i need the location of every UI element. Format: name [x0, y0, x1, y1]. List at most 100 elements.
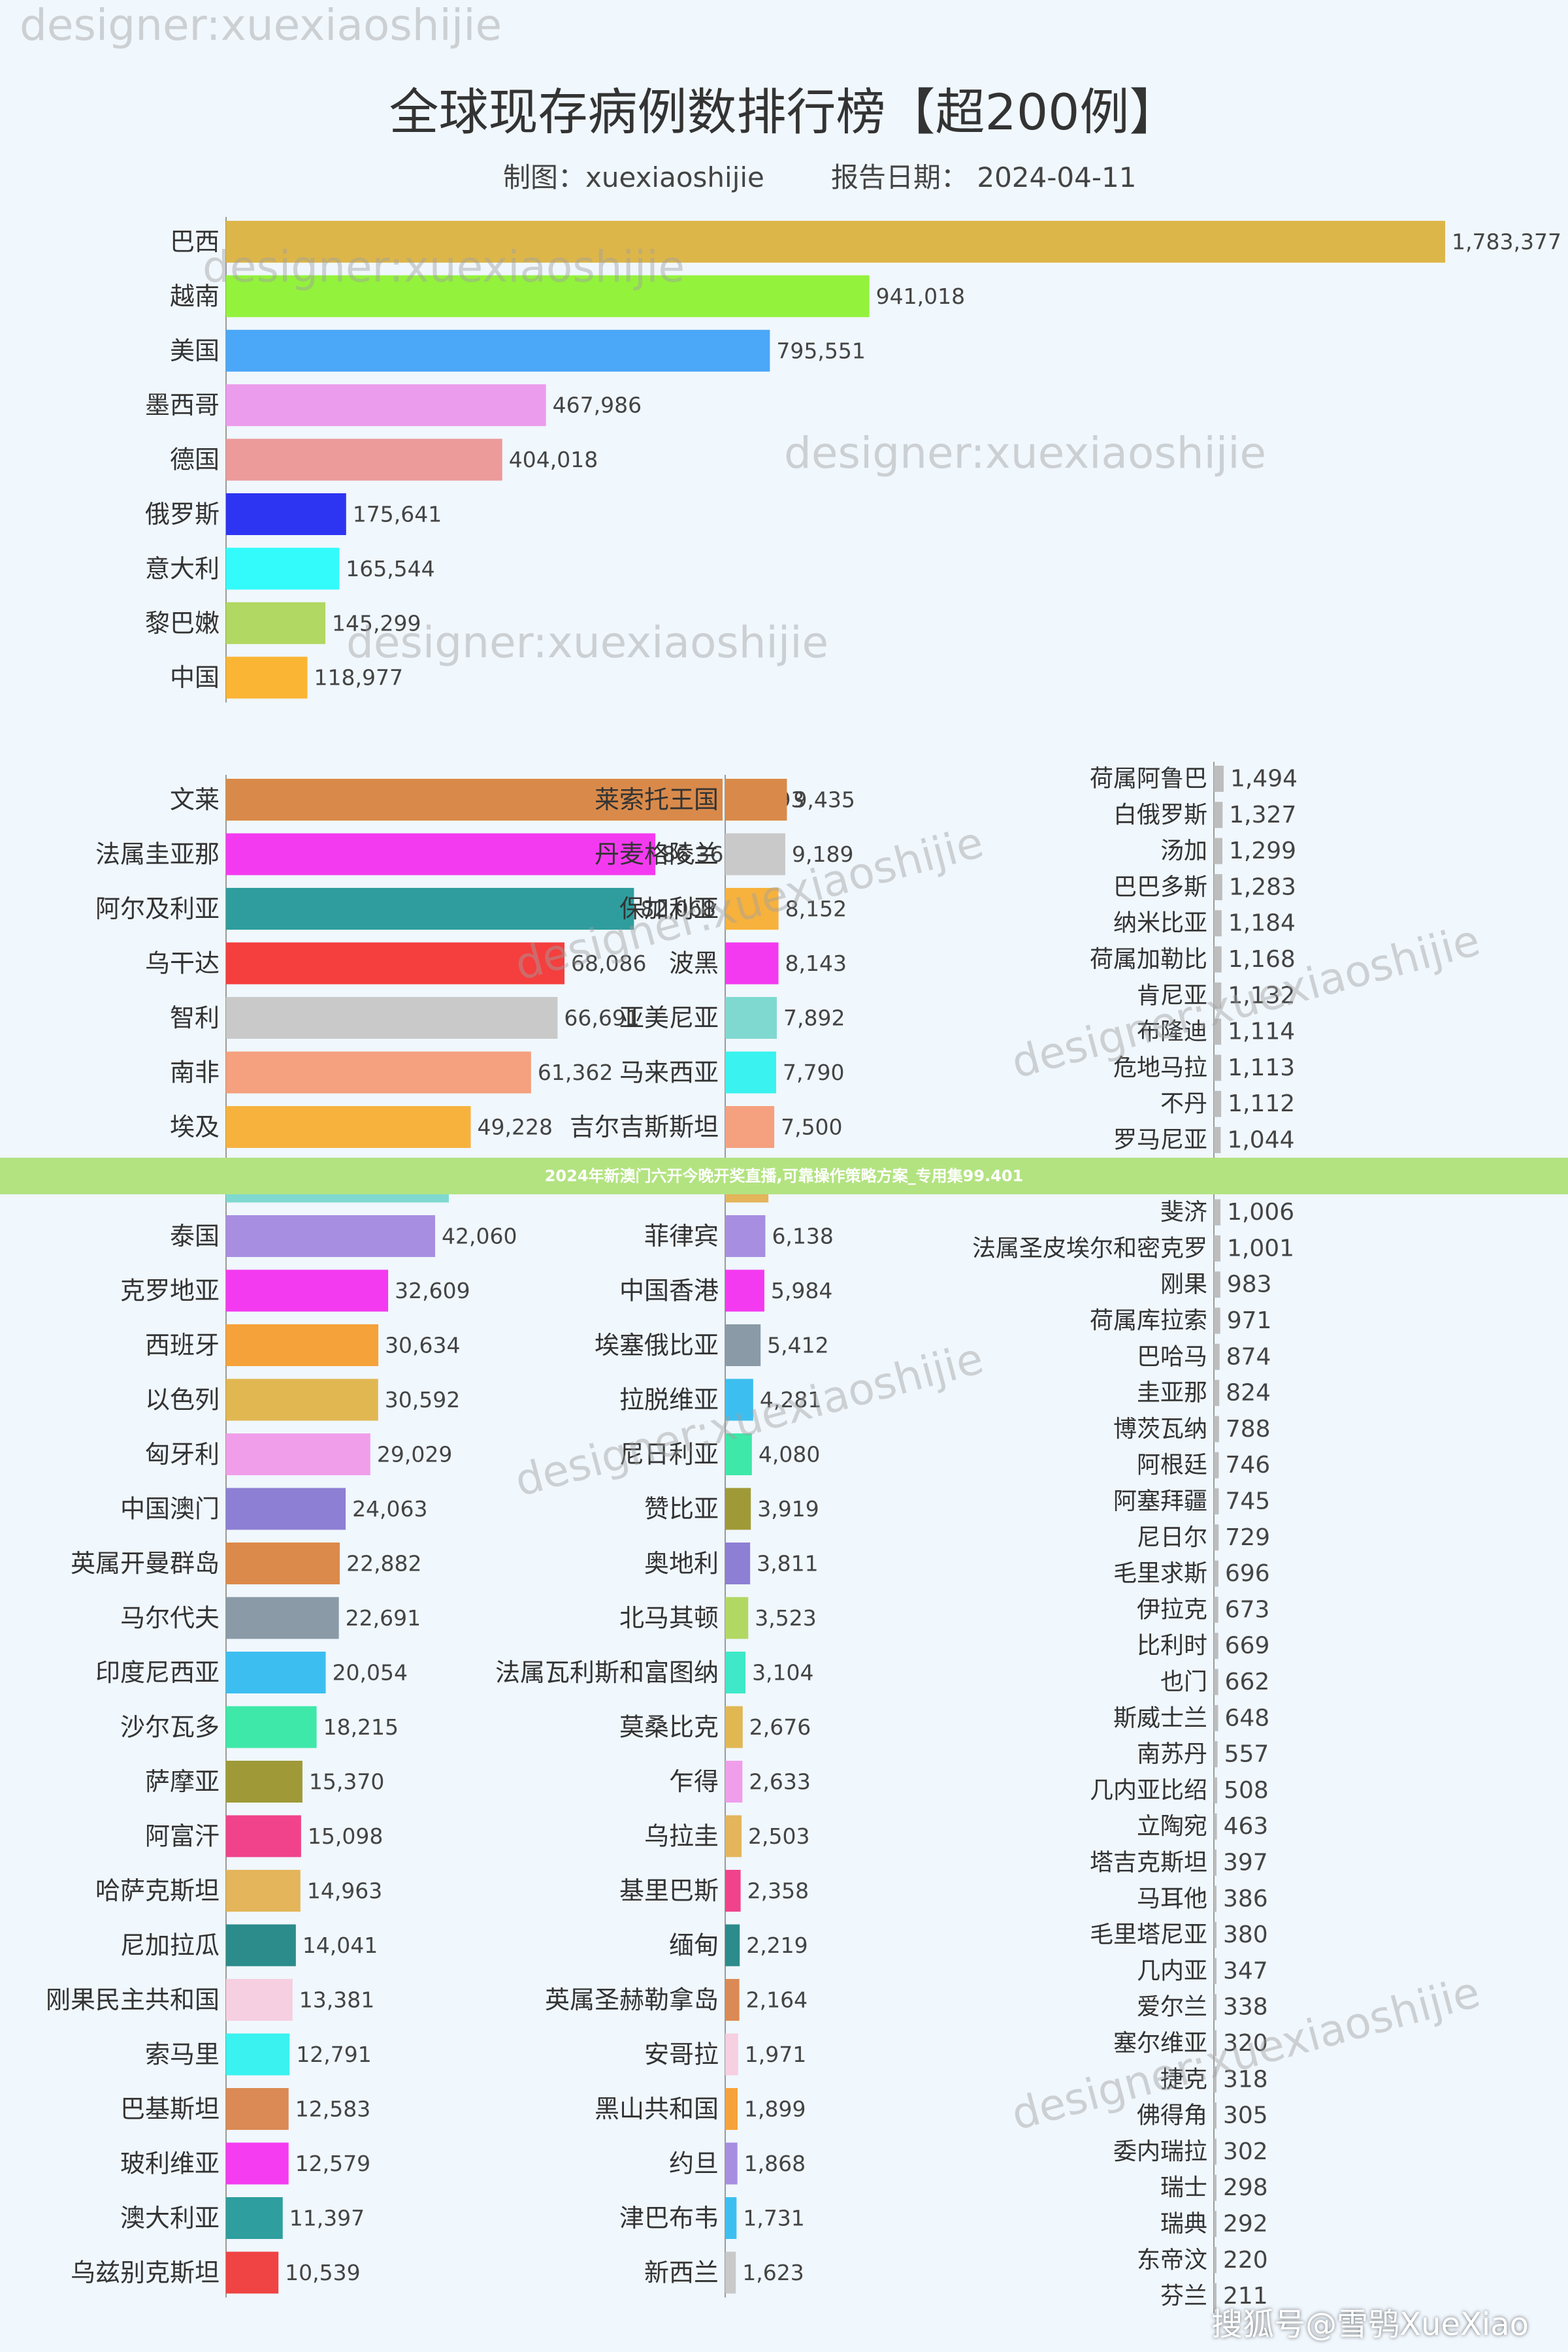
value-label: 7,500: [781, 1115, 842, 1140]
value-label: 15,370: [309, 1769, 384, 1795]
category-label: 沙尔瓦多: [120, 1713, 220, 1742]
category-label: 比利时: [1137, 1633, 1207, 1659]
value-label: 82,068: [640, 896, 715, 922]
category-label: 英属开曼群岛: [71, 1549, 220, 1578]
value-label: 5,984: [771, 1278, 832, 1303]
value-label: 1,044: [1227, 1127, 1294, 1154]
bar: [1214, 1850, 1217, 1876]
category-label: 文莱: [170, 785, 220, 814]
value-label: 673: [1225, 1596, 1270, 1623]
category-label: 捷克: [1160, 2066, 1207, 2093]
category-label: 埃及: [170, 1113, 220, 1141]
category-label: 以色列: [145, 1386, 220, 1414]
category-label: 津巴布韦: [619, 2204, 719, 2232]
category-label: 玻利维亚: [120, 2149, 220, 2178]
value-label: 3,523: [755, 1605, 816, 1631]
bar: [725, 942, 779, 985]
value-label: 320: [1223, 2030, 1268, 2057]
value-label: 12,583: [295, 2097, 370, 2122]
category-label: 巴西: [170, 227, 220, 256]
category-label: 马来西亚: [619, 1058, 719, 1087]
bar: [226, 1761, 302, 1803]
bar: [226, 1051, 531, 1094]
value-label: 298: [1223, 2174, 1268, 2201]
bar: [1214, 1307, 1220, 1334]
value-label: 386: [1223, 1886, 1268, 1912]
category-label: 亚美尼亚: [619, 1004, 719, 1032]
value-label: 669: [1225, 1633, 1270, 1659]
category-label: 拉脱维亚: [619, 1386, 719, 1414]
value-label: 305: [1223, 2102, 1268, 2129]
category-label: 菲律宾: [644, 1222, 719, 1250]
bar: [1214, 1019, 1222, 1045]
bar: [1214, 838, 1223, 864]
value-label: 175,641: [353, 502, 442, 527]
promo-banner[interactable]: 2024年新澳门六开今晚开奖直播,可靠操作策略方案_专用集99.401: [0, 1158, 1568, 1194]
bar: [226, 1706, 317, 1748]
bar: [1214, 1488, 1219, 1514]
category-label: 荷属库拉索: [1090, 1307, 1207, 1334]
value-label: 397: [1223, 1850, 1268, 1876]
value-label: 302: [1223, 2138, 1268, 2165]
value-label: 2,358: [747, 1878, 809, 1904]
value-label: 1,299: [1229, 838, 1296, 864]
category-label: 丹麦格陵兰: [595, 840, 719, 869]
bar: [226, 602, 326, 644]
value-label: 29,029: [377, 1442, 452, 1467]
category-label: 马耳他: [1137, 1886, 1207, 1912]
bar: [1214, 1235, 1221, 1262]
bar: [1214, 874, 1222, 900]
bar: [1214, 1705, 1218, 1731]
category-label: 巴哈马: [1137, 1343, 1207, 1370]
value-label: 745: [1225, 1488, 1270, 1515]
value-label: 983: [1227, 1271, 1272, 1298]
category-label: 黎巴嫩: [145, 609, 220, 638]
bar: [1214, 1127, 1221, 1153]
category-label: 塞尔维亚: [1113, 2030, 1207, 2057]
category-label: 毛里塔尼亚: [1090, 1921, 1207, 1948]
bar: [1214, 1271, 1220, 1298]
category-label: 意大利: [145, 554, 220, 583]
value-label: 8,152: [785, 896, 847, 922]
bar: [1214, 1813, 1217, 1840]
bar: [226, 833, 656, 875]
value-label: 795,551: [776, 338, 865, 363]
category-label: 法属圭亚那: [95, 840, 220, 869]
bar: [1214, 2102, 1217, 2129]
value-label: 15,098: [308, 1823, 383, 1849]
bar: [1214, 1416, 1219, 1443]
value-label: 18,215: [323, 1714, 399, 1740]
category-label: 越南: [170, 282, 220, 310]
category-label: 白俄罗斯: [1113, 802, 1207, 828]
category-label: 乌拉圭: [644, 1822, 719, 1851]
value-label: 1,112: [1228, 1090, 1295, 1117]
category-label: 吉尔吉斯斯坦: [570, 1113, 719, 1141]
bar: [226, 1488, 346, 1530]
bar: [1214, 1777, 1218, 1804]
bar: [226, 942, 565, 985]
value-label: 66,691: [564, 1005, 639, 1031]
category-label: 英属圣赫勒拿岛: [545, 1985, 719, 2014]
bar: [1214, 1957, 1217, 1984]
value-label: 49,228: [478, 1115, 553, 1140]
category-label: 伊拉克: [1137, 1596, 1207, 1623]
value-label: 941,018: [876, 284, 965, 309]
category-label: 东帝汶: [1137, 2247, 1207, 2274]
category-label: 中国香港: [619, 1277, 719, 1305]
category-label: 博茨瓦纳: [1113, 1416, 1207, 1443]
category-label: 塔吉克斯坦: [1090, 1850, 1207, 1876]
value-label: 696: [1225, 1560, 1270, 1587]
bar: [226, 1815, 301, 1857]
value-label: 1,113: [1228, 1054, 1295, 1081]
category-label: 纳米比亚: [1113, 910, 1207, 937]
bar: [1214, 1380, 1220, 1407]
bar: [725, 888, 779, 930]
value-label: 824: [1226, 1380, 1271, 1407]
category-label: 索马里: [145, 2040, 220, 2069]
value-label: 1,971: [745, 2042, 806, 2067]
bar: [1214, 910, 1222, 937]
value-label: 1,184: [1228, 910, 1296, 937]
chart-producer: 制图：xuexiaoshijie: [503, 161, 764, 193]
bar: [1214, 1994, 1217, 2021]
category-label: 刚果: [1160, 1271, 1207, 1298]
